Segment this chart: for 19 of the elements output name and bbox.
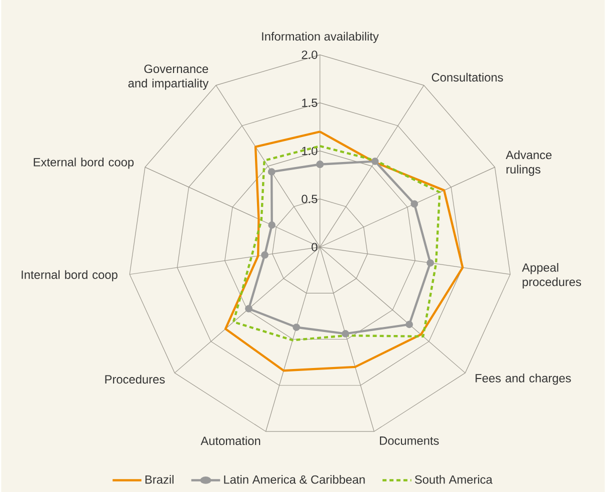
y-tick-label: 2.0: [302, 50, 318, 59]
y-tick-label: 0: [312, 242, 318, 252]
spoke-label: Governance and impartiality: [128, 64, 209, 90]
spoke-label: Procedures: [105, 374, 165, 384]
spoke-label: Fees and charges: [476, 374, 571, 385]
y-tick-label: 1.0: [302, 146, 318, 156]
spoke-label: Automation: [200, 436, 260, 446]
spoke-label: External bord coop: [34, 158, 134, 169]
spoke-label: Documents: [380, 436, 439, 445]
legend-label: South America: [414, 474, 492, 484]
legend-label: Brazil: [145, 474, 174, 484]
spoke-label: Internal bord coop: [22, 270, 118, 282]
y-tick-label: 1.5: [302, 98, 318, 107]
spoke-label: Consultations: [432, 72, 503, 82]
spoke-label: Appeal procedures: [522, 262, 582, 288]
spoke-label: Information availability: [262, 32, 379, 43]
legend-label: Latin America & Caribbean: [224, 474, 365, 484]
spoke-label: Advance rulings: [506, 150, 552, 176]
y-tick-label: 0.5: [302, 194, 318, 204]
